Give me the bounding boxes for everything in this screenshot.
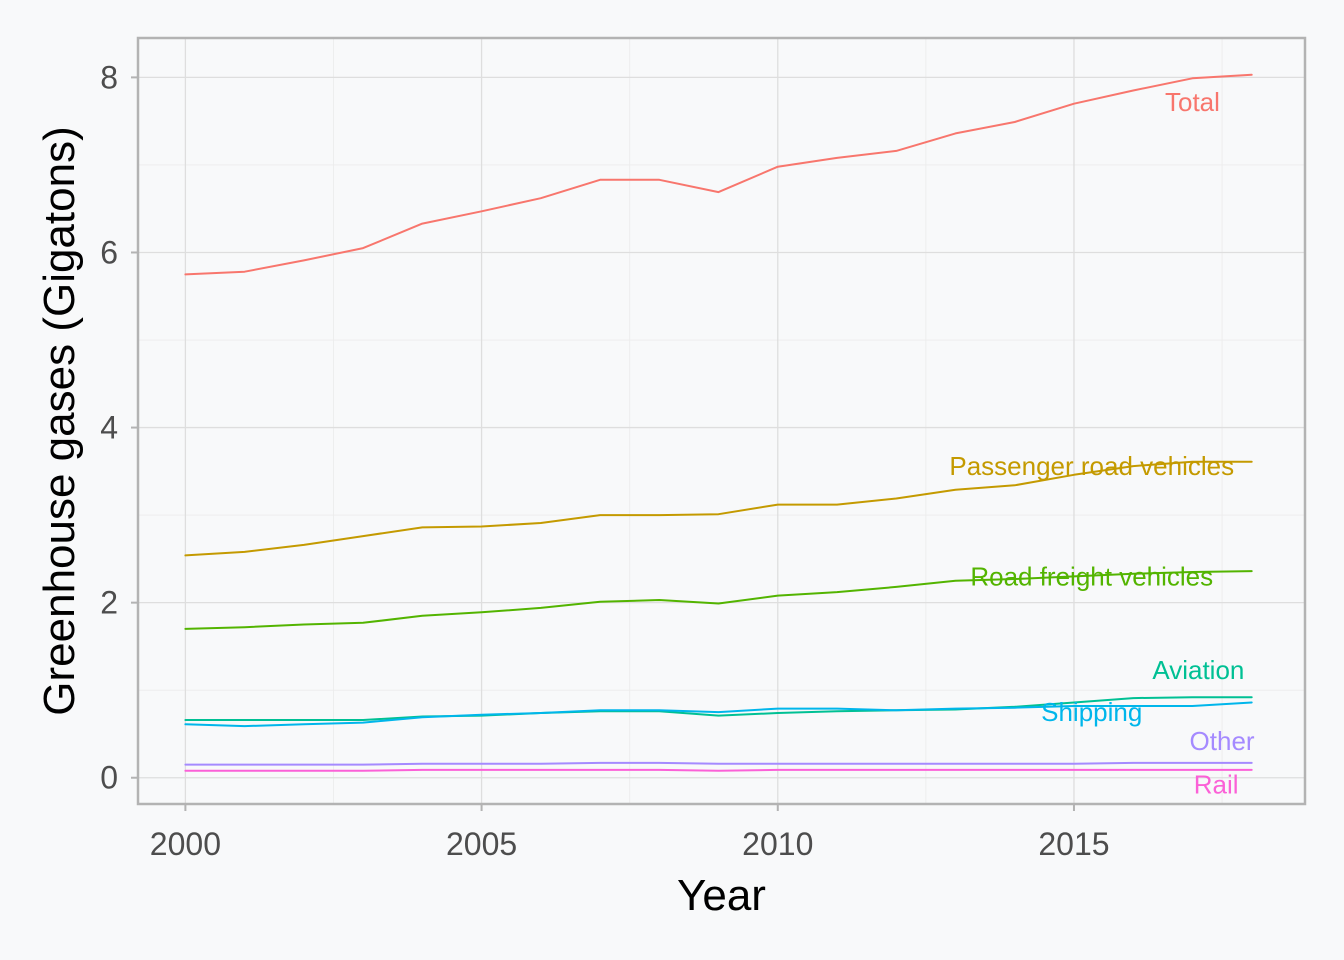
x-axis-ticks: 2000 2005 2010 2015 [150, 804, 1110, 862]
series-label-rail: Rail [1194, 770, 1239, 800]
y-tick-label: 4 [100, 410, 118, 446]
y-tick-label: 6 [100, 234, 118, 270]
plot-panel-border [136, 36, 1307, 806]
series-label-other: Other [1190, 726, 1255, 756]
series-line-rail [184, 768, 1253, 772]
series-label-total: Total [1165, 87, 1220, 117]
series-label-aviation: Aviation [1152, 655, 1244, 685]
y-tick-label: 2 [100, 585, 118, 621]
series-line-shipping [184, 701, 1253, 728]
series-line-passenger-road-vehicles [184, 460, 1253, 557]
y-tick-label: 8 [100, 59, 118, 95]
y-tick-label: 0 [100, 760, 118, 796]
y-axis-title: Greenhouse gases (Gigatons) [35, 126, 84, 715]
series-lines [184, 73, 1253, 772]
x-tick-label: 2015 [1038, 826, 1109, 862]
series-label-road-freight-vehicles: Road freight vehicles [970, 561, 1213, 591]
x-tick-label: 2010 [742, 826, 813, 862]
series-label-shipping: Shipping [1041, 697, 1142, 727]
x-tick-label: 2000 [150, 826, 221, 862]
x-axis-title: Year [677, 871, 766, 920]
series-line-aviation [184, 696, 1253, 721]
series-line-road-freight-vehicles [184, 570, 1253, 630]
x-tick-label: 2005 [446, 826, 517, 862]
series-labels: Total Passenger road vehicles Road freight… [949, 87, 1255, 800]
series-line-total [184, 73, 1253, 276]
y-axis-ticks: 0 2 4 6 8 [100, 59, 138, 796]
series-line-other [184, 761, 1253, 766]
series-label-passenger-road-vehicles: Passenger road vehicles [949, 451, 1234, 481]
